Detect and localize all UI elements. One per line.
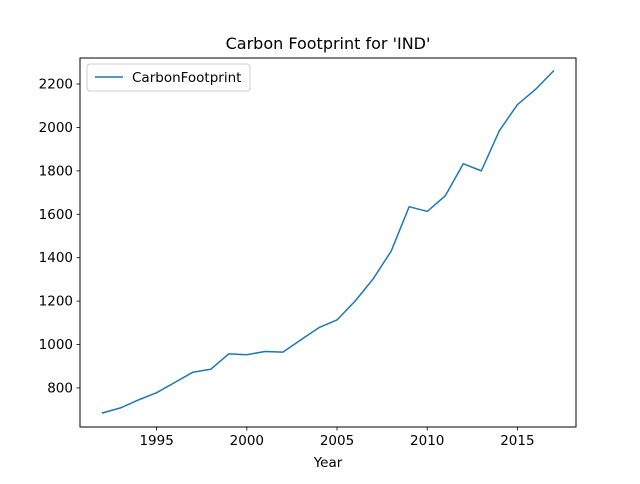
y-tick-label: 2000 [39, 120, 73, 136]
x-tick-label: 2000 [230, 433, 264, 449]
y-tick-label: 1400 [39, 250, 73, 266]
series-layer [101, 69, 555, 414]
x-axis-ticks: 1995 2000 2005 2010 2015 [139, 427, 535, 449]
data-point [300, 339, 302, 341]
legend-label-carbonfootprint: CarbonFootprint [132, 70, 241, 86]
y-tick-label: 800 [47, 380, 73, 396]
plot-area-frame [79, 57, 577, 428]
x-tick-label: 2015 [500, 433, 534, 449]
y-tick-label: 1800 [39, 163, 73, 179]
y-axis-ticks: 800 1000 1200 1400 1600 1800 2000 2200 [39, 77, 80, 396]
data-point [372, 278, 374, 280]
data-point [101, 412, 103, 414]
data-point [444, 195, 446, 197]
y-tick-label: 2200 [39, 77, 73, 93]
data-point [354, 300, 356, 302]
series-line-carbonfootprint [101, 69, 555, 414]
data-point [155, 392, 157, 394]
data-point [228, 353, 230, 355]
data-point [318, 326, 320, 328]
data-point [246, 354, 248, 356]
y-tick-label: 1200 [39, 294, 73, 310]
x-tick-label: 2010 [410, 433, 444, 449]
data-point [210, 368, 212, 370]
data-point [498, 130, 500, 132]
data-point [336, 319, 338, 321]
x-tick-label: 1995 [139, 433, 173, 449]
data-point [119, 407, 121, 409]
data-point [264, 350, 266, 352]
data-point [462, 163, 464, 165]
x-axis-label: Year [313, 455, 343, 471]
data-point [282, 351, 284, 353]
data-point [390, 250, 392, 252]
legend: CarbonFootprint [86, 63, 251, 92]
data-point [173, 381, 175, 383]
data-point [516, 103, 518, 105]
y-tick-label: 1600 [39, 207, 73, 223]
data-point [192, 371, 194, 373]
data-point [137, 399, 139, 401]
y-tick-label: 1000 [39, 337, 73, 353]
legend-box [86, 63, 251, 92]
data-point [552, 70, 554, 72]
chart-title: Carbon Footprint for 'IND' [226, 34, 431, 53]
data-point [426, 210, 428, 212]
data-point [408, 205, 410, 207]
data-point [480, 170, 482, 172]
x-tick-label: 2005 [320, 433, 354, 449]
data-point [534, 88, 536, 90]
